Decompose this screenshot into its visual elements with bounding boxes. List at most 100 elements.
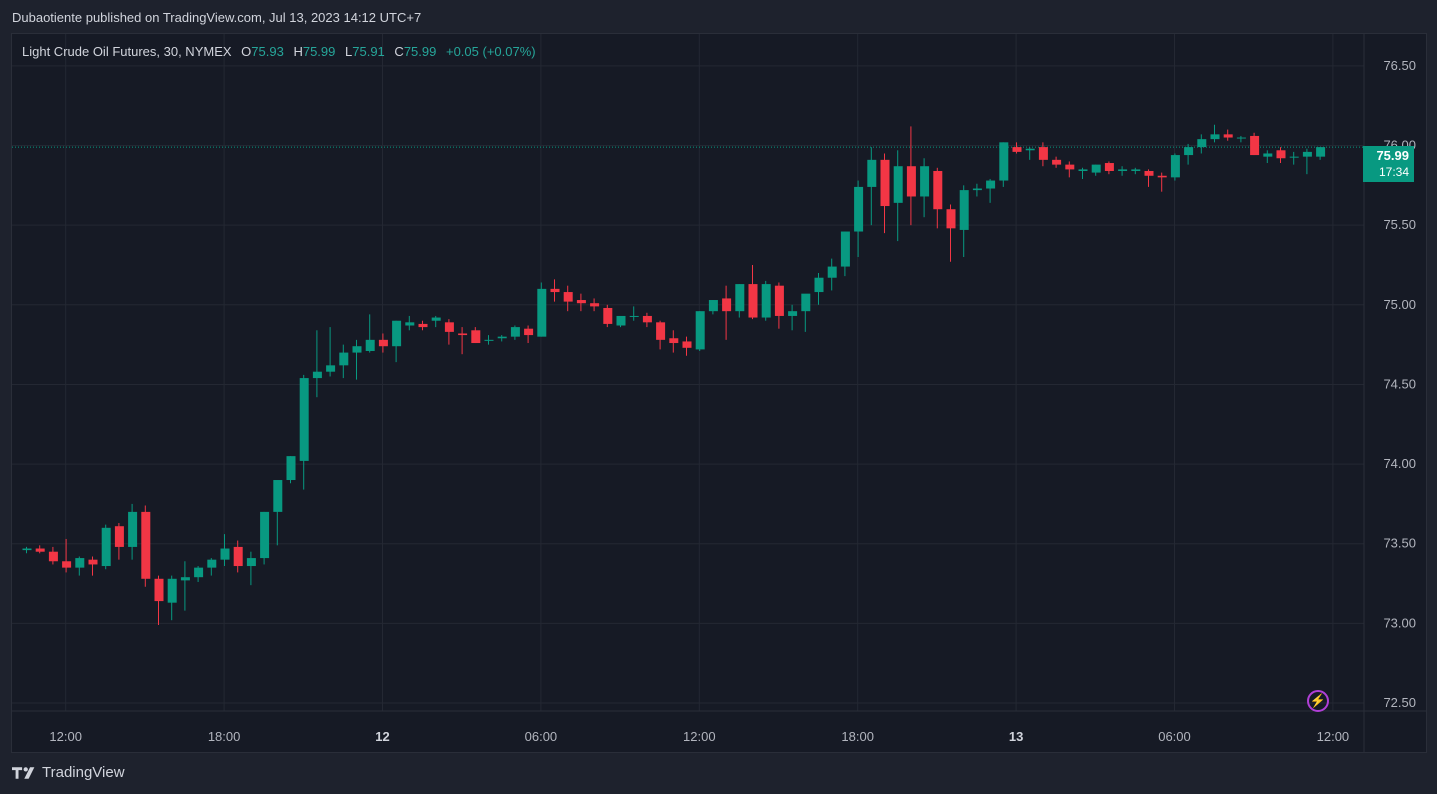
candle-body-up[interactable] (75, 558, 85, 568)
candle-body-down[interactable] (590, 303, 600, 307)
candle-body-down[interactable] (233, 546, 243, 567)
candle-body-up[interactable] (392, 320, 402, 347)
candle-body-up[interactable] (1316, 147, 1326, 157)
candle-body-up[interactable] (1289, 156, 1299, 158)
candle-body-up[interactable] (893, 166, 903, 203)
candle-body-up[interactable] (616, 315, 626, 326)
candle-body-up[interactable] (1263, 153, 1273, 157)
candle-body-up[interactable] (1197, 139, 1207, 148)
candle-body-down[interactable] (88, 559, 98, 565)
candle-body-up[interactable] (1025, 148, 1035, 151)
candle-body-up[interactable] (695, 311, 705, 350)
candle-body-down[interactable] (748, 284, 758, 318)
candle-body-up[interactable] (999, 142, 1009, 181)
candle-body-up[interactable] (207, 559, 217, 568)
candle-body-down[interactable] (722, 298, 732, 312)
legend-symbol[interactable]: Light Crude Oil Futures, 30, NYMEX (22, 44, 232, 59)
candle-body-down[interactable] (946, 209, 956, 229)
candle-body-up[interactable] (365, 339, 375, 351)
candle-body-up[interactable] (629, 315, 639, 317)
candle-body-down[interactable] (774, 285, 784, 316)
candle-body-up[interactable] (735, 284, 745, 312)
candlestick-chart[interactable]: 76.5076.0075.5075.0074.5074.0073.5073.00… (12, 34, 1426, 752)
candle-body-down[interactable] (1157, 175, 1167, 178)
candle-body-up[interactable] (352, 346, 362, 353)
candle-body-up[interactable] (761, 284, 771, 318)
candle-body-down[interactable] (418, 323, 428, 328)
candle-body-up[interactable] (180, 577, 190, 581)
candle-body-down[interactable] (550, 288, 560, 293)
candle-body-up[interactable] (128, 511, 138, 547)
candle-body-up[interactable] (814, 277, 824, 293)
candle-body-down[interactable] (880, 159, 890, 207)
candle-body-up[interactable] (431, 317, 441, 321)
candle-body-down[interactable] (471, 330, 481, 344)
candle-body-down[interactable] (906, 166, 916, 197)
candle-body-down[interactable] (1276, 150, 1286, 159)
candle-body-down[interactable] (656, 322, 666, 340)
candle-body-down[interactable] (378, 339, 388, 347)
candle-body-down[interactable] (114, 526, 124, 547)
candle-body-down[interactable] (669, 338, 679, 344)
candle-body-up[interactable] (1118, 169, 1128, 171)
candle-body-up[interactable] (101, 527, 111, 567)
candle-body-down[interactable] (1065, 164, 1075, 170)
candle-body-up[interactable] (273, 480, 283, 512)
candle-body-up[interactable] (972, 188, 982, 191)
candle-body-up[interactable] (497, 336, 507, 339)
candle-body-up[interactable] (246, 558, 256, 567)
candle-body-down[interactable] (1012, 147, 1022, 152)
candle-body-up[interactable] (1131, 169, 1141, 171)
candle-body-down[interactable] (1052, 159, 1062, 165)
candle-body-up[interactable] (959, 190, 969, 230)
candle-body-up[interactable] (827, 266, 837, 278)
candle-body-up[interactable] (484, 339, 494, 341)
candle-body-up[interactable] (167, 578, 177, 603)
candle-body-down[interactable] (62, 561, 72, 568)
candle-body-up[interactable] (920, 166, 930, 197)
candle-body-down[interactable] (1104, 163, 1114, 171)
candle-body-down[interactable] (35, 548, 45, 552)
candle-body-up[interactable] (194, 567, 204, 578)
candle-body-up[interactable] (339, 352, 349, 366)
candle-body-up[interactable] (1170, 155, 1180, 178)
candle-body-up[interactable] (405, 322, 415, 326)
brand-footer[interactable]: TradingView (12, 764, 125, 781)
candle-body-down[interactable] (1223, 134, 1233, 138)
candle-body-up[interactable] (286, 456, 296, 481)
candle-body-down[interactable] (1038, 147, 1048, 160)
candle-body-up[interactable] (1210, 134, 1220, 140)
candle-body-up[interactable] (220, 548, 230, 560)
candle-body-down[interactable] (642, 315, 652, 323)
candle-body-up[interactable] (1184, 147, 1194, 156)
candle-body-up[interactable] (867, 159, 877, 187)
candle-body-down[interactable] (682, 341, 692, 348)
chart-panel[interactable]: 76.50 76.00 75.50 75.00 74.50 74.00 73.50 73.00… (11, 33, 1427, 753)
candle-body-up[interactable] (1236, 137, 1246, 139)
candle-body-down[interactable] (141, 511, 151, 579)
candle-body-up[interactable] (801, 293, 811, 312)
candle-body-up[interactable] (854, 186, 864, 232)
candle-body-down[interactable] (576, 300, 586, 304)
candle-body-up[interactable] (22, 548, 32, 551)
candle-body-down[interactable] (48, 551, 58, 562)
candle-body-up[interactable] (986, 180, 996, 189)
candle-body-down[interactable] (603, 307, 613, 324)
candle-body-down[interactable] (444, 322, 454, 332)
candle-body-up[interactable] (840, 231, 850, 267)
candle-body-down[interactable] (154, 578, 164, 602)
candle-body-down[interactable] (1250, 135, 1260, 156)
candle-body-up[interactable] (537, 288, 547, 337)
candle-body-up[interactable] (510, 327, 520, 337)
candle-body-up[interactable] (299, 378, 309, 461)
candle-body-up[interactable] (312, 371, 322, 379)
candle-body-up[interactable] (326, 365, 336, 372)
candle-body-up[interactable] (708, 300, 718, 312)
candle-body-up[interactable] (1091, 164, 1101, 173)
lightning-icon[interactable]: ⚡ (1307, 690, 1329, 712)
candle-body-down[interactable] (524, 328, 534, 336)
candle-body-up[interactable] (788, 311, 798, 316)
candle-body-up[interactable] (1302, 151, 1312, 157)
candle-body-down[interactable] (1144, 170, 1154, 176)
candle-body-up[interactable] (260, 511, 270, 559)
